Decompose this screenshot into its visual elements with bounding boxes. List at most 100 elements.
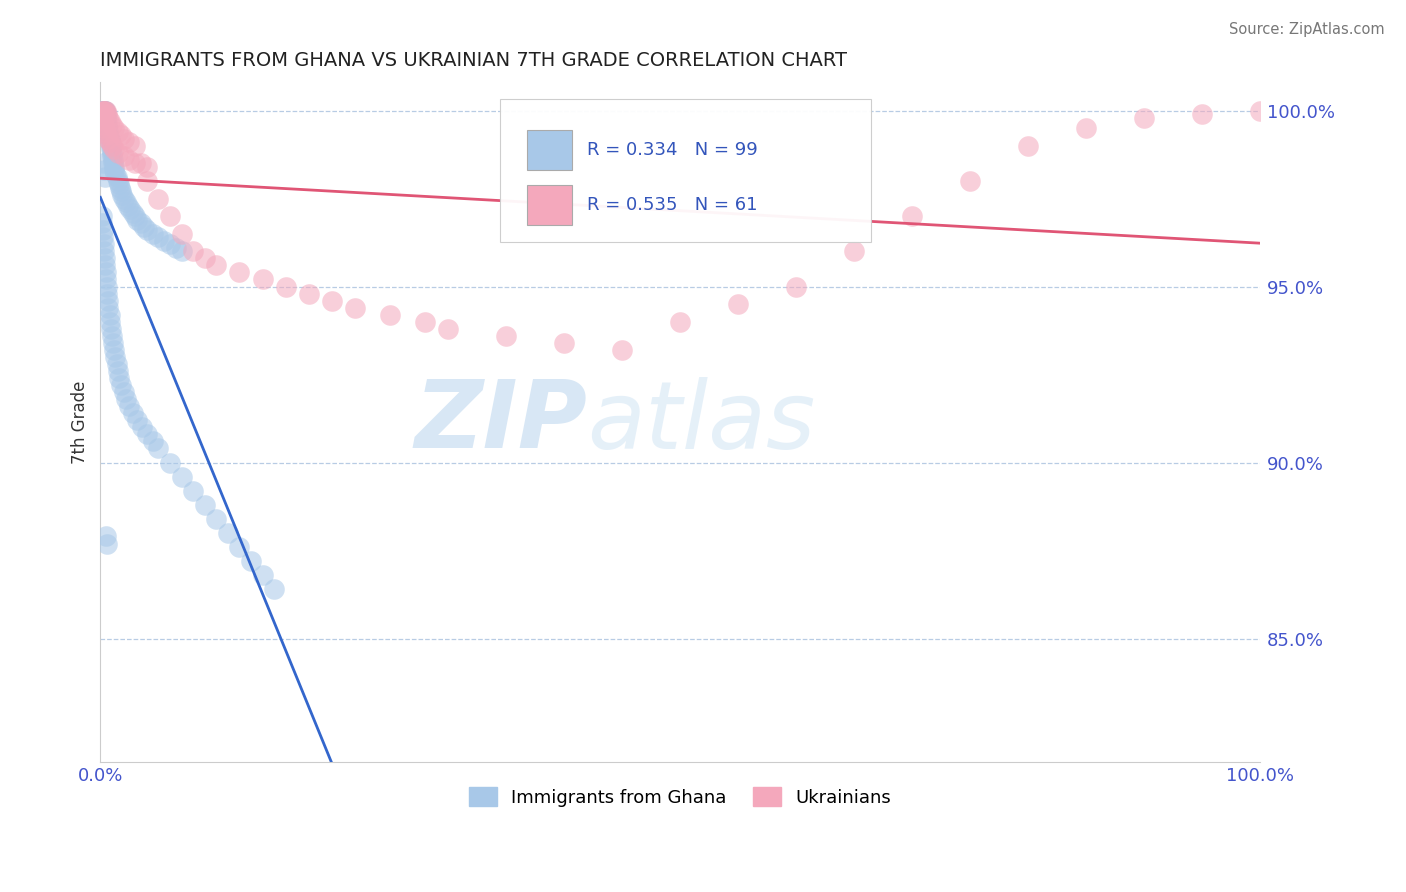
Point (129, 216, 152, 230)
Point (96, 107, 118, 121)
Point (115, 195, 138, 210)
Point (959, 174, 981, 188)
Point (94, 103, 117, 118)
Point (91, 103, 114, 118)
Point (93, 118, 115, 132)
Point (1191, 107, 1213, 121)
Point (135, 174, 157, 188)
Point (274, 279, 297, 293)
Point (98, 131, 121, 145)
Point (97, 111, 120, 125)
Point (298, 286, 321, 301)
Point (103, 160, 125, 174)
Point (148, 192, 170, 206)
Point (553, 335, 575, 350)
Point (205, 512, 228, 526)
Point (118, 135, 141, 149)
Point (118, 399, 141, 413)
Text: R = 0.535   N = 61: R = 0.535 N = 61 (588, 195, 758, 214)
Point (124, 209, 146, 223)
Point (91, 223, 114, 237)
Point (91, 114, 114, 128)
Point (94, 111, 117, 125)
Point (153, 234, 176, 248)
Point (101, 149, 124, 163)
Point (93, 103, 115, 118)
Point (118, 153, 141, 167)
Legend: Immigrants from Ghana, Ukrainians: Immigrants from Ghana, Ukrainians (463, 780, 898, 814)
Point (103, 142, 125, 156)
Point (94, 121, 117, 136)
Point (94, 103, 117, 118)
Point (101, 335, 124, 350)
Point (170, 227, 193, 241)
Point (413, 315, 436, 329)
Text: atlas: atlas (588, 376, 815, 467)
Point (90, 209, 112, 223)
FancyBboxPatch shape (501, 99, 872, 242)
Point (98, 315, 121, 329)
Point (101, 328, 124, 343)
Point (103, 163, 125, 178)
Point (727, 297, 749, 311)
Point (98, 135, 121, 149)
Point (121, 205, 143, 219)
Point (98, 308, 121, 322)
Point (96, 286, 118, 301)
Point (181, 483, 204, 498)
Point (610, 343, 633, 357)
Point (93, 103, 115, 118)
Point (240, 554, 263, 568)
Point (252, 272, 274, 286)
Point (91, 230, 114, 244)
Point (105, 170, 128, 185)
Point (194, 252, 217, 266)
Point (101, 153, 124, 167)
Point (94, 125, 117, 139)
Point (91, 156, 114, 170)
Point (1017, 138, 1039, 153)
Point (96, 279, 118, 293)
Point (129, 156, 152, 170)
Point (100, 138, 122, 153)
Point (131, 420, 153, 434)
Point (97, 301, 120, 315)
Point (90, 111, 112, 125)
Point (94, 529, 117, 543)
Point (124, 138, 146, 153)
Point (90, 103, 112, 118)
Point (94, 272, 117, 286)
Point (263, 582, 285, 597)
Point (110, 128, 132, 143)
Point (217, 525, 239, 540)
Point (93, 103, 115, 118)
Point (194, 498, 217, 512)
Point (135, 427, 157, 442)
Point (97, 128, 120, 143)
Point (94, 103, 117, 118)
Point (148, 230, 170, 244)
Point (107, 174, 129, 188)
Point (134, 219, 156, 234)
Point (252, 568, 274, 582)
Point (181, 244, 204, 259)
Point (98, 114, 121, 128)
Point (1074, 121, 1097, 136)
Point (97, 125, 120, 139)
Point (107, 364, 129, 378)
Point (96, 118, 118, 132)
Point (112, 149, 135, 163)
Y-axis label: 7th Grade: 7th Grade (72, 380, 89, 464)
Point (100, 142, 122, 156)
Point (148, 442, 170, 456)
Point (110, 378, 132, 392)
Point (107, 145, 129, 160)
Point (101, 145, 124, 160)
Point (112, 131, 135, 145)
Point (90, 103, 112, 118)
Point (124, 156, 146, 170)
Point (380, 308, 402, 322)
Point (141, 227, 163, 241)
Point (105, 357, 128, 371)
Point (127, 413, 149, 427)
